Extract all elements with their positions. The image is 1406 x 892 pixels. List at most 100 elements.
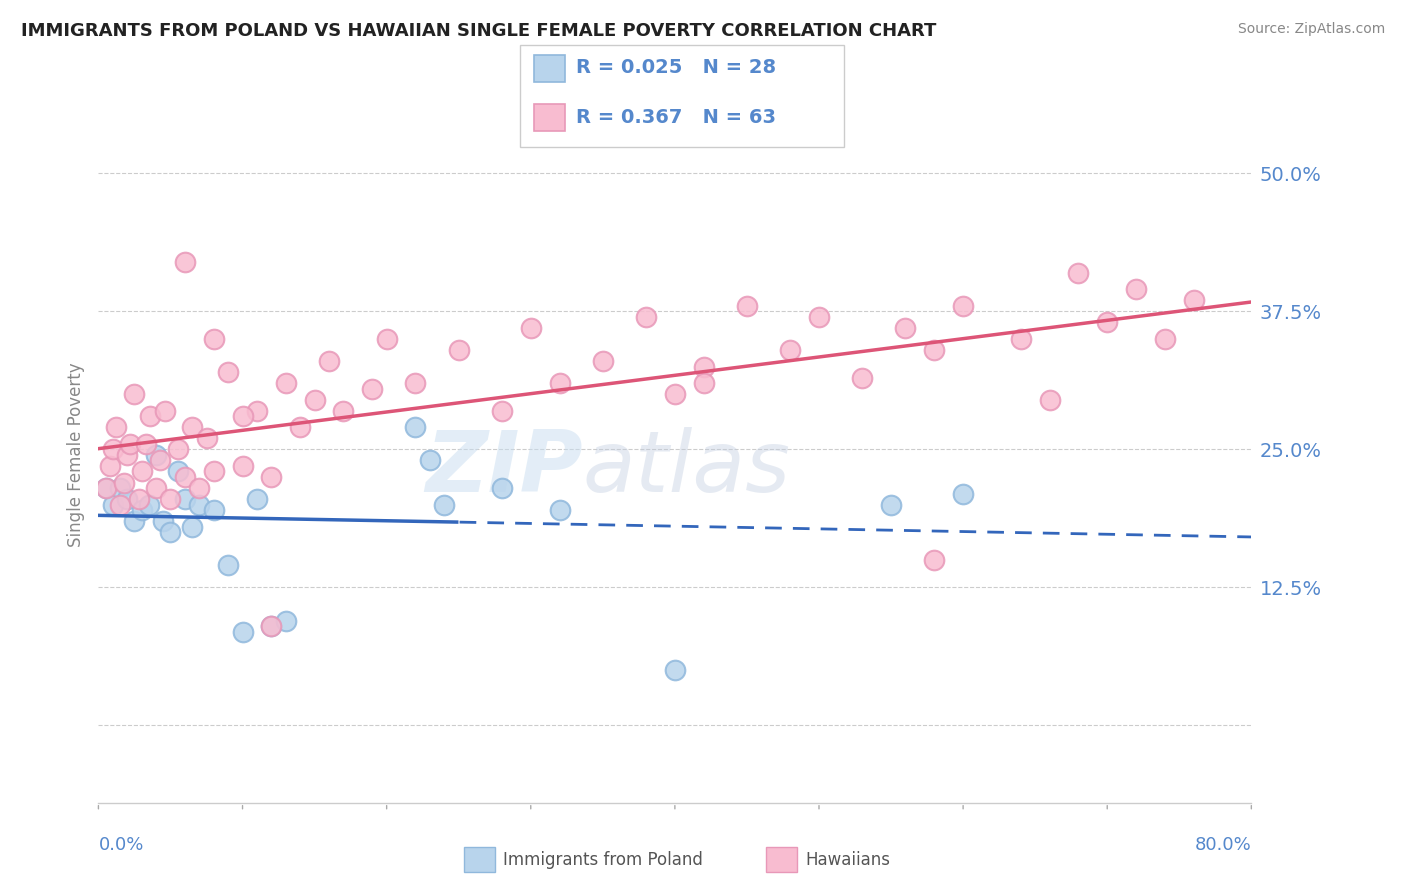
Point	[1097, 315, 1119, 329]
Point	[202, 503, 225, 517]
Point	[159, 525, 181, 540]
Point	[1182, 293, 1205, 308]
Point	[332, 403, 354, 417]
Point	[491, 403, 513, 417]
Point	[922, 343, 945, 357]
Text: 0.0%: 0.0%	[98, 836, 143, 854]
Point	[419, 453, 441, 467]
Point	[120, 437, 142, 451]
Point	[405, 420, 427, 434]
Point	[112, 475, 135, 490]
Point	[693, 359, 716, 374]
Text: atlas: atlas	[582, 427, 790, 510]
Point	[131, 503, 153, 517]
Point	[260, 619, 283, 633]
Point	[117, 492, 138, 507]
Point	[636, 310, 658, 324]
Text: IMMIGRANTS FROM POLAND VS HAWAIIAN SINGLE FEMALE POVERTY CORRELATION CHART: IMMIGRANTS FROM POLAND VS HAWAIIAN SINGL…	[21, 22, 936, 40]
Point	[1010, 332, 1032, 346]
Text: 80.0%: 80.0%	[1195, 836, 1251, 854]
Point	[174, 470, 197, 484]
Point	[1038, 392, 1062, 407]
Point	[880, 498, 903, 512]
Point	[231, 624, 254, 639]
Point	[202, 332, 225, 346]
Point	[188, 481, 211, 495]
Point	[145, 481, 167, 495]
Point	[318, 354, 340, 368]
Text: ZIP: ZIP	[425, 427, 582, 510]
Point	[1125, 282, 1147, 296]
Point	[145, 448, 167, 462]
Point	[94, 481, 117, 495]
Point	[153, 403, 176, 417]
Point	[1067, 266, 1090, 280]
Text: Hawaiians: Hawaiians	[806, 851, 890, 869]
Point	[922, 553, 945, 567]
Point	[131, 465, 153, 479]
Point	[274, 614, 297, 628]
Point	[592, 354, 614, 368]
Point	[124, 514, 146, 528]
Point	[405, 376, 427, 391]
Point	[94, 481, 117, 495]
Point	[664, 663, 686, 677]
Point	[108, 498, 131, 512]
Point	[304, 392, 326, 407]
Text: R = 0.025   N = 28: R = 0.025 N = 28	[576, 58, 776, 78]
Point	[246, 492, 269, 507]
Point	[174, 492, 197, 507]
Point	[894, 321, 917, 335]
Point	[138, 498, 160, 512]
Point	[188, 498, 211, 512]
Point	[274, 376, 297, 391]
Point	[693, 376, 716, 391]
Text: R = 0.367   N = 63: R = 0.367 N = 63	[576, 108, 776, 128]
Point	[98, 458, 121, 473]
Point	[104, 420, 127, 434]
Point	[807, 310, 830, 324]
Point	[195, 431, 218, 445]
Point	[166, 442, 188, 457]
Point	[447, 343, 470, 357]
Text: Immigrants from Poland: Immigrants from Poland	[503, 851, 703, 869]
Point	[149, 453, 172, 467]
Point	[548, 503, 571, 517]
Point	[952, 486, 974, 500]
Point	[231, 409, 254, 424]
Point	[231, 458, 254, 473]
Point	[217, 558, 239, 573]
Point	[124, 387, 146, 401]
Point	[135, 437, 157, 451]
Point	[108, 481, 131, 495]
Point	[117, 448, 138, 462]
Point	[202, 465, 225, 479]
Point	[128, 492, 150, 507]
Point	[952, 299, 974, 313]
Point	[181, 519, 204, 533]
Text: Source: ZipAtlas.com: Source: ZipAtlas.com	[1237, 22, 1385, 37]
Point	[433, 498, 456, 512]
Y-axis label: Single Female Poverty: Single Female Poverty	[66, 363, 84, 547]
Point	[166, 465, 188, 479]
Point	[735, 299, 758, 313]
Point	[548, 376, 571, 391]
Point	[101, 442, 124, 457]
Point	[101, 498, 124, 512]
Point	[851, 370, 873, 384]
Point	[152, 514, 174, 528]
Point	[181, 420, 204, 434]
Point	[375, 332, 398, 346]
Point	[159, 492, 181, 507]
Point	[139, 409, 162, 424]
Point	[361, 382, 384, 396]
Point	[290, 420, 312, 434]
Point	[664, 387, 686, 401]
Point	[779, 343, 801, 357]
Point	[1153, 332, 1175, 346]
Point	[520, 321, 543, 335]
Point	[491, 481, 513, 495]
Point	[260, 470, 283, 484]
Point	[217, 365, 239, 379]
Point	[174, 254, 197, 268]
